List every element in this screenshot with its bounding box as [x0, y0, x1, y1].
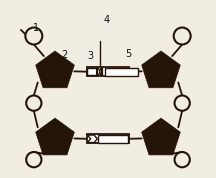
- Polygon shape: [100, 68, 102, 76]
- Text: 5: 5: [125, 49, 131, 59]
- Text: 4: 4: [104, 15, 110, 25]
- Bar: [87, 68, 97, 75]
- Text: 2: 2: [62, 49, 68, 60]
- Bar: [87, 134, 129, 143]
- Circle shape: [26, 152, 41, 167]
- Polygon shape: [87, 135, 97, 143]
- Bar: [98, 135, 128, 143]
- Bar: [87, 67, 129, 76]
- Bar: [105, 68, 138, 76]
- Polygon shape: [97, 68, 100, 76]
- Text: 1: 1: [33, 23, 40, 33]
- Polygon shape: [36, 118, 74, 155]
- Circle shape: [175, 96, 190, 111]
- Circle shape: [26, 96, 41, 111]
- Polygon shape: [142, 51, 180, 88]
- Circle shape: [175, 152, 190, 167]
- Polygon shape: [36, 51, 74, 88]
- Text: 3: 3: [87, 51, 93, 61]
- Polygon shape: [142, 118, 180, 155]
- Circle shape: [25, 28, 42, 44]
- Circle shape: [174, 28, 191, 44]
